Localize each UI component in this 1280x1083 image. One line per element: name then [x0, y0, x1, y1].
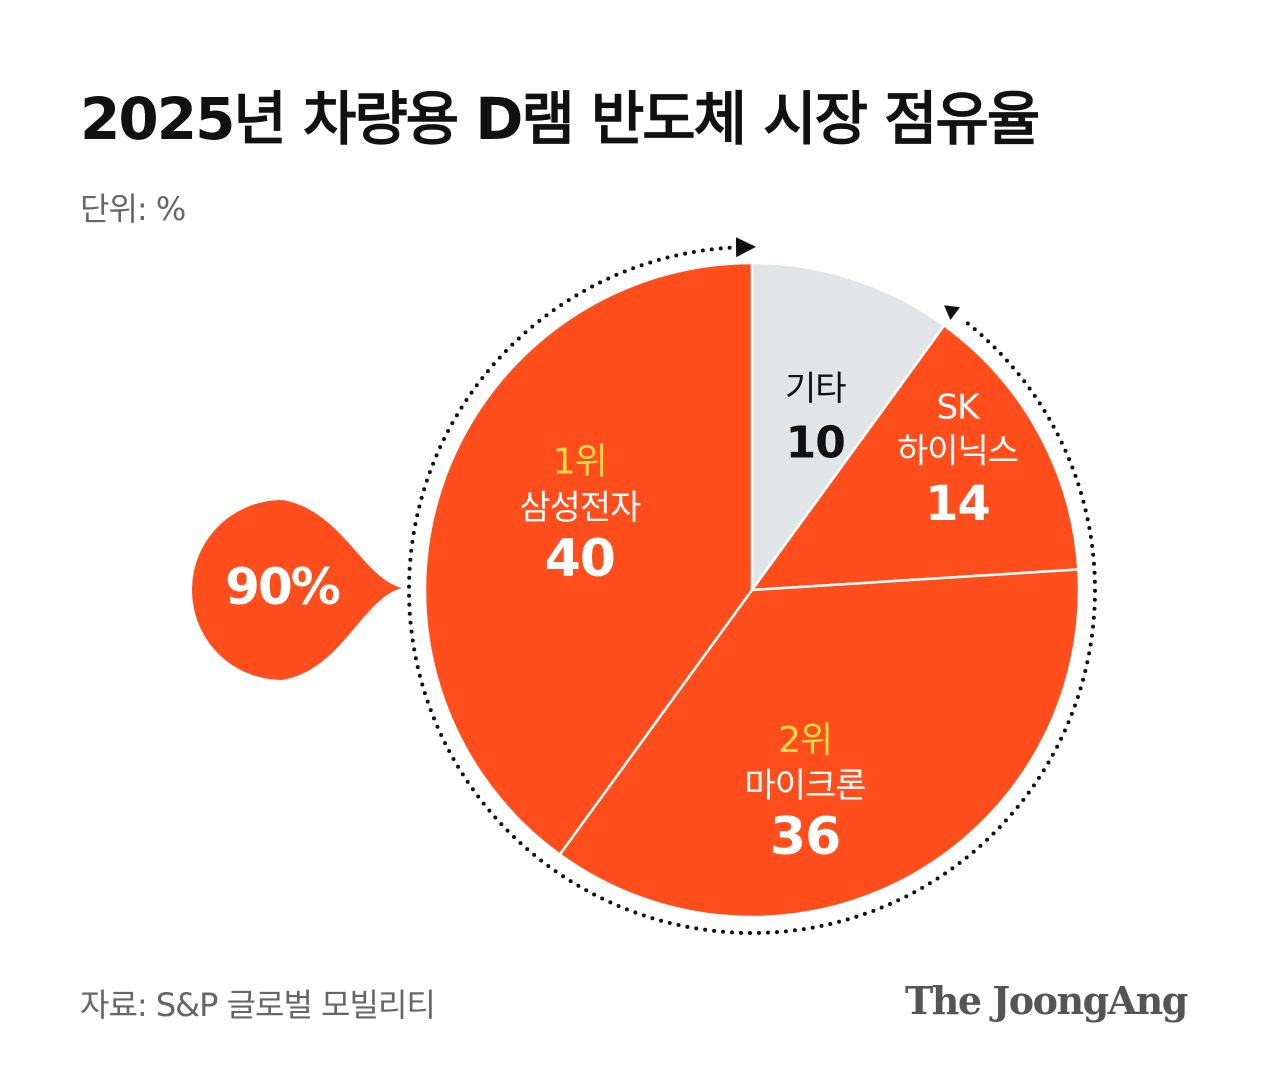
- unit-label: 단위: %: [80, 190, 186, 228]
- chart-title: 2025년 차량용 D램 반도체 시장 점유율: [80, 85, 1040, 153]
- slice-label: SK: [937, 388, 982, 428]
- pie-slices: [423, 261, 1081, 919]
- pie-slice: [558, 568, 1081, 919]
- publisher-logo: The JoongAng: [905, 978, 1188, 1023]
- slice-value: 14: [925, 476, 990, 532]
- coverage-arc-arrowhead: [944, 305, 960, 320]
- slice-value: 40: [545, 529, 615, 589]
- pie-slice: [423, 261, 754, 856]
- slice-rank: 2위: [778, 720, 832, 761]
- slice-label: 하이닉스: [897, 432, 1018, 472]
- pie-slice: [750, 261, 946, 592]
- total-share-callout: [192, 500, 402, 680]
- slice-label: 기타: [785, 369, 846, 409]
- source-note: 자료: S&P 글로벌 모빌리티: [80, 986, 436, 1024]
- total-share-callout-text: 90%: [225, 558, 340, 616]
- slice-label: 마이크론: [745, 766, 866, 806]
- slice-value: 36: [770, 807, 840, 867]
- pie-slice: [750, 324, 1080, 592]
- slice-value: 10: [786, 417, 845, 468]
- slice-label: 삼성전자: [519, 488, 641, 528]
- slice-rank: 1위: [553, 442, 607, 483]
